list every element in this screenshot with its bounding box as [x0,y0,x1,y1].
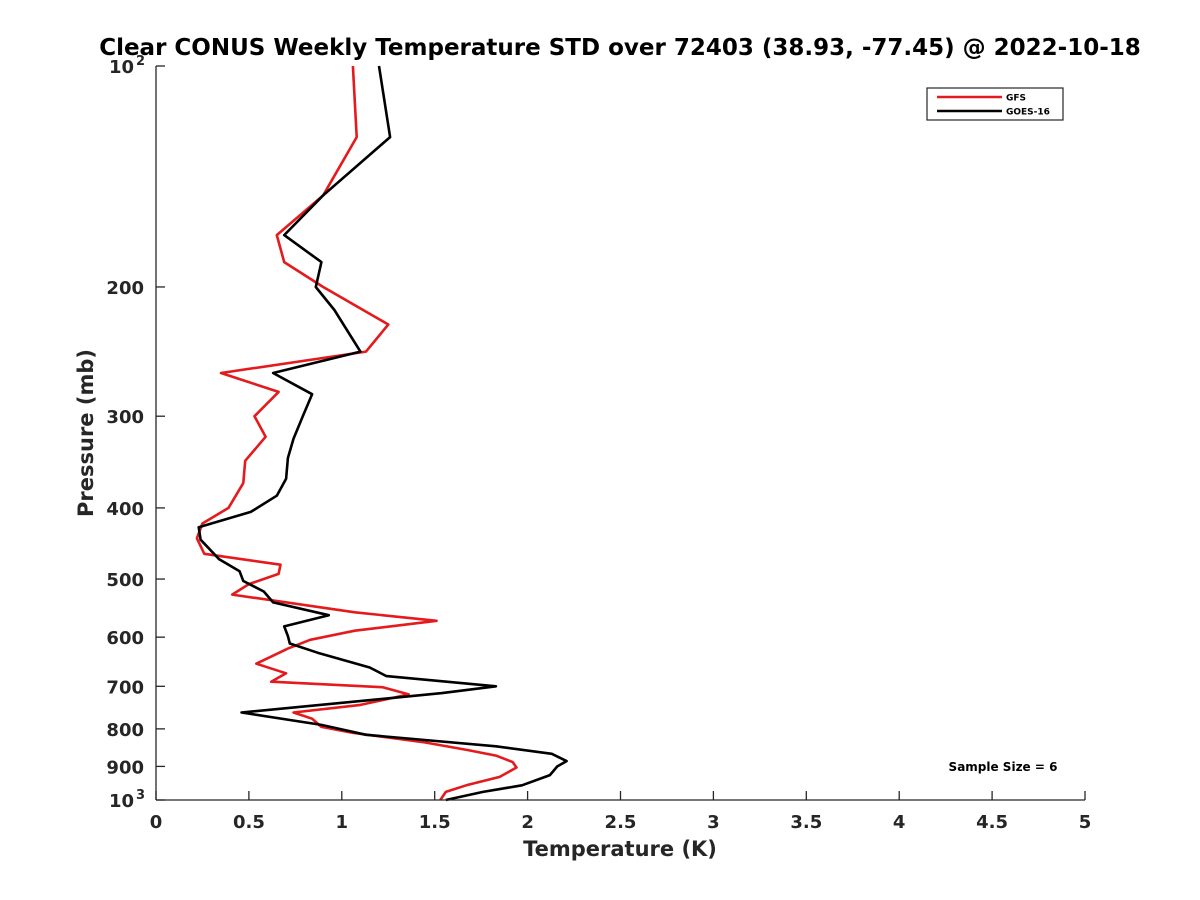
x-tick-label: 3.5 [790,812,822,833]
series-line-goes-16 [197,65,568,802]
legend-label: GOES-16 [1006,108,1050,118]
y-tick-label-exponent: 3 [136,788,145,803]
legend-label: GFS [1006,94,1026,104]
y-tick-label: 600 [106,628,144,649]
sample-size-annotation: Sample Size = 6 [949,760,1058,774]
chart-title: Clear CONUS Weekly Temperature STD over … [99,35,1141,61]
y-tick-label: 800 [106,720,144,741]
x-tick-label: 0 [150,812,163,833]
series-line-gfs [195,65,518,801]
x-tick-label: 4 [893,812,906,833]
y-tick-label: 300 [106,407,144,428]
y-tick-label: 700 [106,677,144,698]
x-tick-label: 2 [521,812,534,833]
x-tick-label: 4.5 [976,812,1008,833]
y-tick-label: 200 [106,278,144,299]
plot-area: 0 0.5 1 1.5 2 2.5 3 3.5 4 4.5 510 22003004005006007… [106,54,1091,833]
x-tick-label: 2.5 [605,812,637,833]
x-tick-label: 5 [1079,812,1092,833]
x-tick-label: 1.5 [419,812,451,833]
y-axis-label: Pressure (mb) [74,349,98,517]
y-tick-label: 400 [106,499,144,520]
y-tick-label-exponent: 2 [136,54,145,69]
x-tick-label: 3 [707,812,720,833]
y-tick-label: 500 [106,570,144,591]
y-tick-label: 10 [109,791,134,812]
x-axis-label: Temperature (K) [523,837,717,861]
y-tick-label: 10 [109,57,134,78]
y-tick-label: 900 [106,757,144,778]
x-tick-label: 0.5 [233,812,265,833]
x-tick-label: 1 [336,812,349,833]
legend-box [926,87,1064,121]
